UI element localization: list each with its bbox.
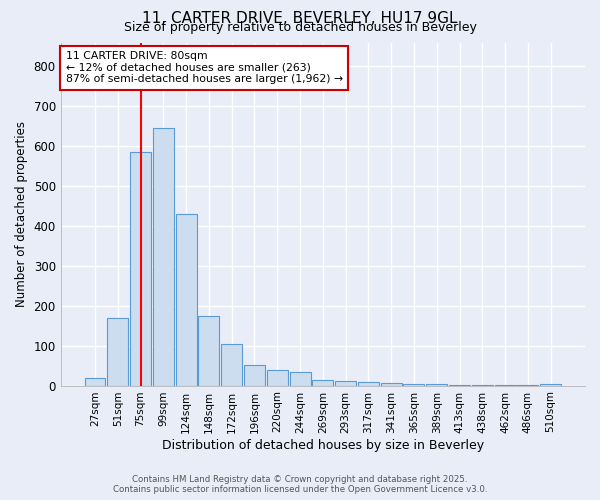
Bar xyxy=(313,380,334,386)
Bar xyxy=(449,385,470,386)
Bar xyxy=(176,214,197,386)
Bar xyxy=(130,152,151,386)
Bar xyxy=(244,365,265,386)
X-axis label: Distribution of detached houses by size in Beverley: Distribution of detached houses by size … xyxy=(162,440,484,452)
Bar xyxy=(426,384,447,386)
Text: Contains HM Land Registry data © Crown copyright and database right 2025.
Contai: Contains HM Land Registry data © Crown c… xyxy=(113,474,487,494)
Bar xyxy=(267,370,288,386)
Bar xyxy=(221,344,242,386)
Text: 11, CARTER DRIVE, BEVERLEY, HU17 9GL: 11, CARTER DRIVE, BEVERLEY, HU17 9GL xyxy=(142,11,458,26)
Bar xyxy=(381,383,401,386)
Bar xyxy=(153,128,174,386)
Text: Size of property relative to detached houses in Beverley: Size of property relative to detached ho… xyxy=(124,22,476,35)
Bar xyxy=(290,372,311,386)
Bar xyxy=(335,381,356,386)
Text: 11 CARTER DRIVE: 80sqm
← 12% of detached houses are smaller (263)
87% of semi-de: 11 CARTER DRIVE: 80sqm ← 12% of detached… xyxy=(66,51,343,84)
Bar xyxy=(85,378,106,386)
Y-axis label: Number of detached properties: Number of detached properties xyxy=(15,121,28,307)
Bar xyxy=(540,384,561,386)
Bar xyxy=(199,316,220,386)
Bar xyxy=(403,384,424,386)
Bar xyxy=(107,318,128,386)
Bar xyxy=(358,382,379,386)
